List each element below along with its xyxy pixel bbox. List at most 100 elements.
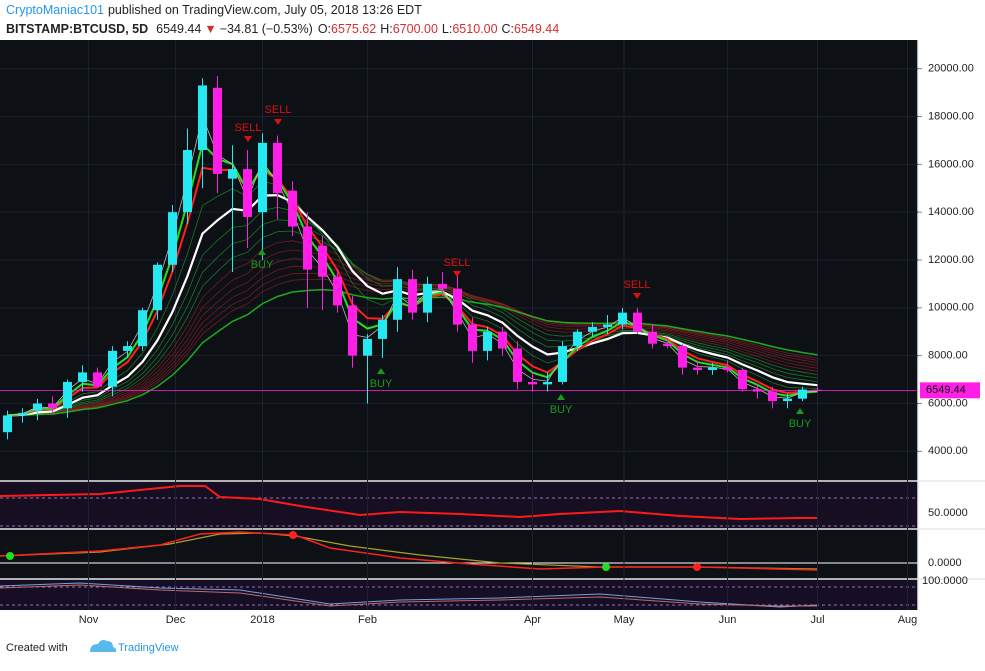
signal-arrow [557,394,565,400]
panel-separators [0,40,985,610]
signal-label: SELL [444,257,471,269]
logo [90,640,117,652]
candle-body [303,226,312,270]
cross-dot [693,563,701,571]
candle-body [453,288,462,325]
h-label: H: [380,22,393,36]
candle-body [498,331,507,349]
candle-body [348,305,357,356]
o-label: O: [318,22,331,36]
candle-body [108,350,117,387]
symbol: BITSTAMP:BTCUSD, 5D [6,22,148,36]
macd-panel [0,530,918,578]
candle-body [468,324,477,351]
osc-line [0,582,819,608]
candle-body [423,283,432,313]
candle-body [528,381,537,385]
candle-body [183,150,192,213]
x-tick-label: Apr [524,614,541,626]
signal-label: SELL [265,104,292,116]
footer-brand[interactable]: TradingView [118,642,179,654]
l-value: 6510.00 [452,22,497,36]
candle-body [123,346,132,351]
header-line-1: CryptoManiac101 published on TradingView.… [6,3,422,17]
footer-created: Created with [6,642,68,654]
candle-body [648,331,657,344]
signal-label: BUY [370,378,393,390]
candle-body [318,245,327,277]
candle-body [618,312,627,325]
arrow: ▼ [204,22,216,36]
candle-body [543,381,552,385]
candle-body [48,403,57,409]
candle-body [18,413,27,416]
signal-label: BUY [251,259,274,271]
candle-body [798,389,807,399]
c-label: C: [502,22,515,36]
x-tick-label: Jun [719,614,737,626]
candle-body [288,190,297,227]
y-tick-label: 14000.00 [928,206,974,218]
header-line-2: BITSTAMP:BTCUSD, 5D 6549.44 ▼ −34.81 (−0.53… [6,22,559,36]
candle-body [408,279,417,313]
y-tick-label: 6000.00 [928,397,968,409]
x-tick-label: Aug [898,614,918,626]
candle-body [258,142,267,213]
signal-label: SELL [235,122,262,134]
candle-body [3,415,12,433]
author[interactable]: CryptoManiac101 [6,3,104,17]
candle-body [723,367,732,370]
x-tick-label: Jul [810,614,824,626]
y-tick-label: 12000.00 [928,254,974,266]
candle-body [438,283,447,289]
rsi-line [0,485,818,521]
candle-body [813,389,822,391]
candle-body [228,169,237,179]
y-tick-label: 18000.00 [928,110,974,122]
x-tick-label: Nov [79,614,99,626]
candle-body [693,367,702,370]
candle-body [363,338,372,356]
h-value: 6700.00 [393,22,438,36]
rsi-tick-label: 50.0000 [928,507,968,519]
candle-body [33,403,42,411]
candle-body [393,279,402,320]
osc-line [0,584,818,607]
x-tick-label: May [614,614,635,626]
price-label: 6549.44 [926,384,966,396]
candle-body [213,87,222,174]
candle-body [483,331,492,351]
candle-body [768,391,777,402]
third-tick-label: 100.0000 [922,575,968,587]
candle-body [168,212,177,265]
signal-arrow [258,249,266,255]
rsi-panel [0,482,918,528]
y-tick-label: 8000.00 [928,350,968,362]
signal-arrow [633,293,641,299]
candle-body [138,310,147,347]
cross-dot [6,552,14,560]
y-tick-label: 16000.00 [928,158,974,170]
y-tick-label: 20000.00 [928,63,974,75]
candle-body [273,142,282,194]
signal-label: BUY [789,418,812,430]
candle-body [753,389,762,392]
candle-body [663,343,672,347]
candle-body [378,319,387,339]
macd-lines [0,531,918,571]
o-value: 6575.62 [331,22,376,36]
c-value: 6549.44 [514,22,559,36]
candle-body [243,169,252,217]
l-label: L: [442,22,452,36]
x-tick-label: Dec [166,614,186,626]
candle-body [603,324,612,327]
candle-body [198,85,207,150]
candle-body [513,348,522,382]
signal-arrow [244,136,252,142]
price: 6549.44 [156,22,201,36]
signal-arrow [796,408,804,414]
change: −34.81 (−0.53%) [220,22,313,36]
candle-body [678,346,687,368]
candle-body [708,367,717,370]
